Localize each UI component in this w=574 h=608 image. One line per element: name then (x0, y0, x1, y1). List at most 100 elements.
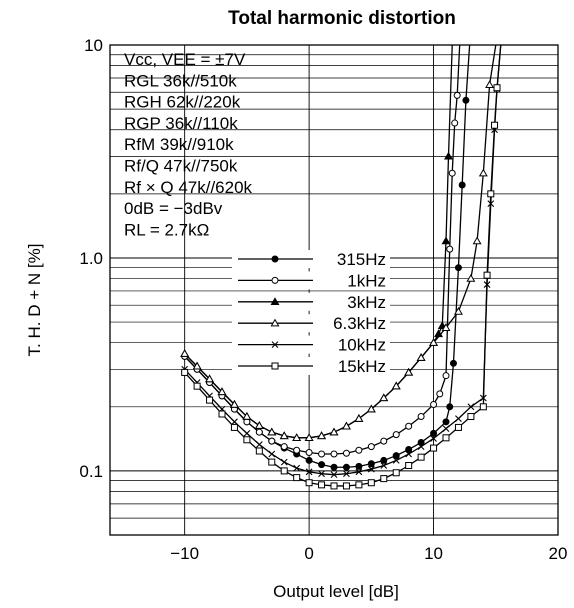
legend-label: 1kHz (347, 271, 386, 290)
legend-label: 10kHz (338, 336, 386, 355)
data-point (429, 338, 439, 346)
data-point (367, 460, 375, 468)
data-point (192, 361, 202, 370)
data-point (467, 413, 475, 421)
y-axis-label: T. H. D + N [%] (25, 244, 44, 357)
data-point (380, 437, 388, 445)
data-point (442, 418, 450, 426)
data-point (491, 121, 499, 129)
data-point (441, 323, 451, 331)
data-point (392, 457, 400, 464)
data-point (255, 447, 263, 455)
condition-text: Rf × Q 47k//620k (124, 178, 253, 197)
data-point (392, 469, 400, 477)
condition-text: RGP 36k//110k (124, 114, 238, 133)
x-axis-label: Output level [dB] (273, 582, 399, 601)
legend-label: 15kHz (338, 357, 386, 376)
data-point (280, 467, 288, 475)
data-point (417, 413, 425, 421)
data-point (193, 382, 201, 390)
data-point (229, 399, 239, 408)
data-point (455, 415, 462, 423)
data-point (446, 403, 454, 411)
condition-text: RGH 62k//220k (124, 93, 241, 112)
data-point (293, 446, 301, 454)
data-point (444, 151, 453, 160)
y-tick-label: 0.1 (79, 462, 103, 481)
data-point (317, 431, 327, 440)
data-point (218, 410, 226, 418)
data-point (485, 80, 495, 89)
data-point (217, 387, 227, 396)
legend-entry: 6.3kHz (232, 314, 390, 333)
data-point (329, 427, 339, 436)
data-point (293, 474, 301, 482)
data-point (404, 367, 414, 376)
data-point (405, 422, 413, 430)
data-point (392, 452, 400, 460)
y-tick-label: 10 (84, 36, 103, 55)
data-point (454, 423, 462, 431)
condition-text: Vcc, VEE = ±7V (124, 50, 246, 69)
condition-text: RL = 2.7kΩ (124, 220, 209, 239)
y-tick-label: 1.0 (79, 249, 103, 268)
data-point (205, 374, 215, 383)
data-point (318, 450, 326, 458)
x-tick-label: 0 (304, 544, 313, 563)
data-point (449, 359, 457, 367)
data-point (280, 458, 288, 466)
data-point (255, 428, 263, 436)
series-line (184, 44, 461, 455)
plot-area-frame (109, 44, 559, 536)
data-point (479, 403, 487, 411)
data-point (330, 463, 338, 471)
legend-entry: 15kHz (232, 357, 390, 376)
series-line (184, 44, 497, 439)
data-point (355, 462, 363, 470)
legend-entry: 1kHz (232, 271, 390, 290)
legend-marker (271, 276, 279, 284)
data-point (416, 353, 426, 361)
x-tick-label: −10 (170, 544, 199, 563)
data-point (405, 446, 413, 454)
data-point (367, 465, 375, 473)
data-point (330, 450, 338, 458)
data-point (451, 119, 459, 127)
data-point (472, 236, 482, 245)
data-point (430, 429, 438, 437)
data-point (430, 435, 437, 442)
series-6-3khz (180, 44, 497, 442)
data-point (391, 381, 401, 390)
data-point (242, 411, 252, 420)
data-point (355, 468, 363, 476)
legend-marker (270, 297, 280, 305)
data-point (446, 245, 454, 253)
axis-ticks: −10 0 10 20 0.1 1.0 10 (79, 36, 567, 563)
x-tick-label: 10 (424, 544, 443, 563)
legend-entry: 3kHz (232, 292, 390, 312)
data-point (417, 443, 425, 451)
data-point (441, 236, 451, 245)
data-point (243, 430, 251, 437)
data-point (181, 368, 189, 376)
data-point (230, 423, 238, 431)
data-point (442, 372, 450, 380)
data-point (493, 84, 501, 92)
data-point (330, 482, 338, 490)
x-tick-label: 20 (549, 544, 568, 563)
data-point (466, 273, 476, 282)
condition-text: RGL 36k//510k (124, 71, 237, 90)
data-point (268, 458, 276, 466)
series-layer (180, 44, 502, 490)
data-point (367, 479, 375, 487)
data-point (305, 479, 313, 487)
data-point (304, 433, 314, 442)
data-point (305, 449, 313, 457)
legend-label: 6.3kHz (333, 314, 386, 333)
data-point (318, 481, 326, 489)
data-point (305, 468, 313, 476)
condition-text: 0dB = −3dBv (124, 199, 223, 218)
data-point (231, 418, 238, 426)
condition-text: Rf/Q 47k//750k (124, 157, 238, 176)
